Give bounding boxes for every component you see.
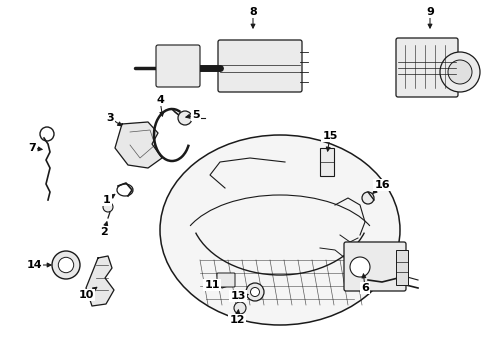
Text: 10: 10 — [78, 290, 94, 300]
Text: 12: 12 — [229, 315, 244, 325]
Polygon shape — [86, 256, 114, 306]
FancyBboxPatch shape — [156, 45, 200, 87]
Text: 13: 13 — [230, 291, 245, 301]
Text: 11: 11 — [204, 280, 219, 290]
FancyBboxPatch shape — [217, 273, 235, 287]
Circle shape — [178, 111, 192, 125]
Circle shape — [361, 192, 373, 204]
FancyBboxPatch shape — [395, 38, 457, 97]
Bar — [395, 250, 407, 285]
Text: 2: 2 — [100, 227, 108, 237]
Text: 4: 4 — [156, 95, 163, 105]
FancyBboxPatch shape — [343, 242, 405, 291]
Bar — [319, 148, 333, 176]
Circle shape — [447, 60, 471, 84]
Text: 8: 8 — [248, 7, 256, 17]
Circle shape — [439, 52, 479, 92]
Text: 3: 3 — [106, 113, 114, 123]
Circle shape — [58, 257, 74, 273]
Circle shape — [250, 288, 259, 297]
Text: 16: 16 — [373, 180, 389, 190]
Text: 9: 9 — [425, 7, 433, 17]
Circle shape — [103, 202, 113, 212]
Text: 14: 14 — [26, 260, 42, 270]
Ellipse shape — [160, 135, 399, 325]
Circle shape — [349, 257, 369, 277]
Polygon shape — [115, 122, 162, 168]
Text: 7: 7 — [28, 143, 36, 153]
FancyBboxPatch shape — [218, 40, 302, 92]
Text: 15: 15 — [322, 131, 337, 141]
Circle shape — [234, 302, 245, 314]
Polygon shape — [218, 274, 234, 288]
Circle shape — [245, 283, 264, 301]
Text: 1: 1 — [103, 195, 111, 205]
Circle shape — [52, 251, 80, 279]
Text: 6: 6 — [360, 283, 368, 293]
Text: 5: 5 — [192, 110, 200, 120]
